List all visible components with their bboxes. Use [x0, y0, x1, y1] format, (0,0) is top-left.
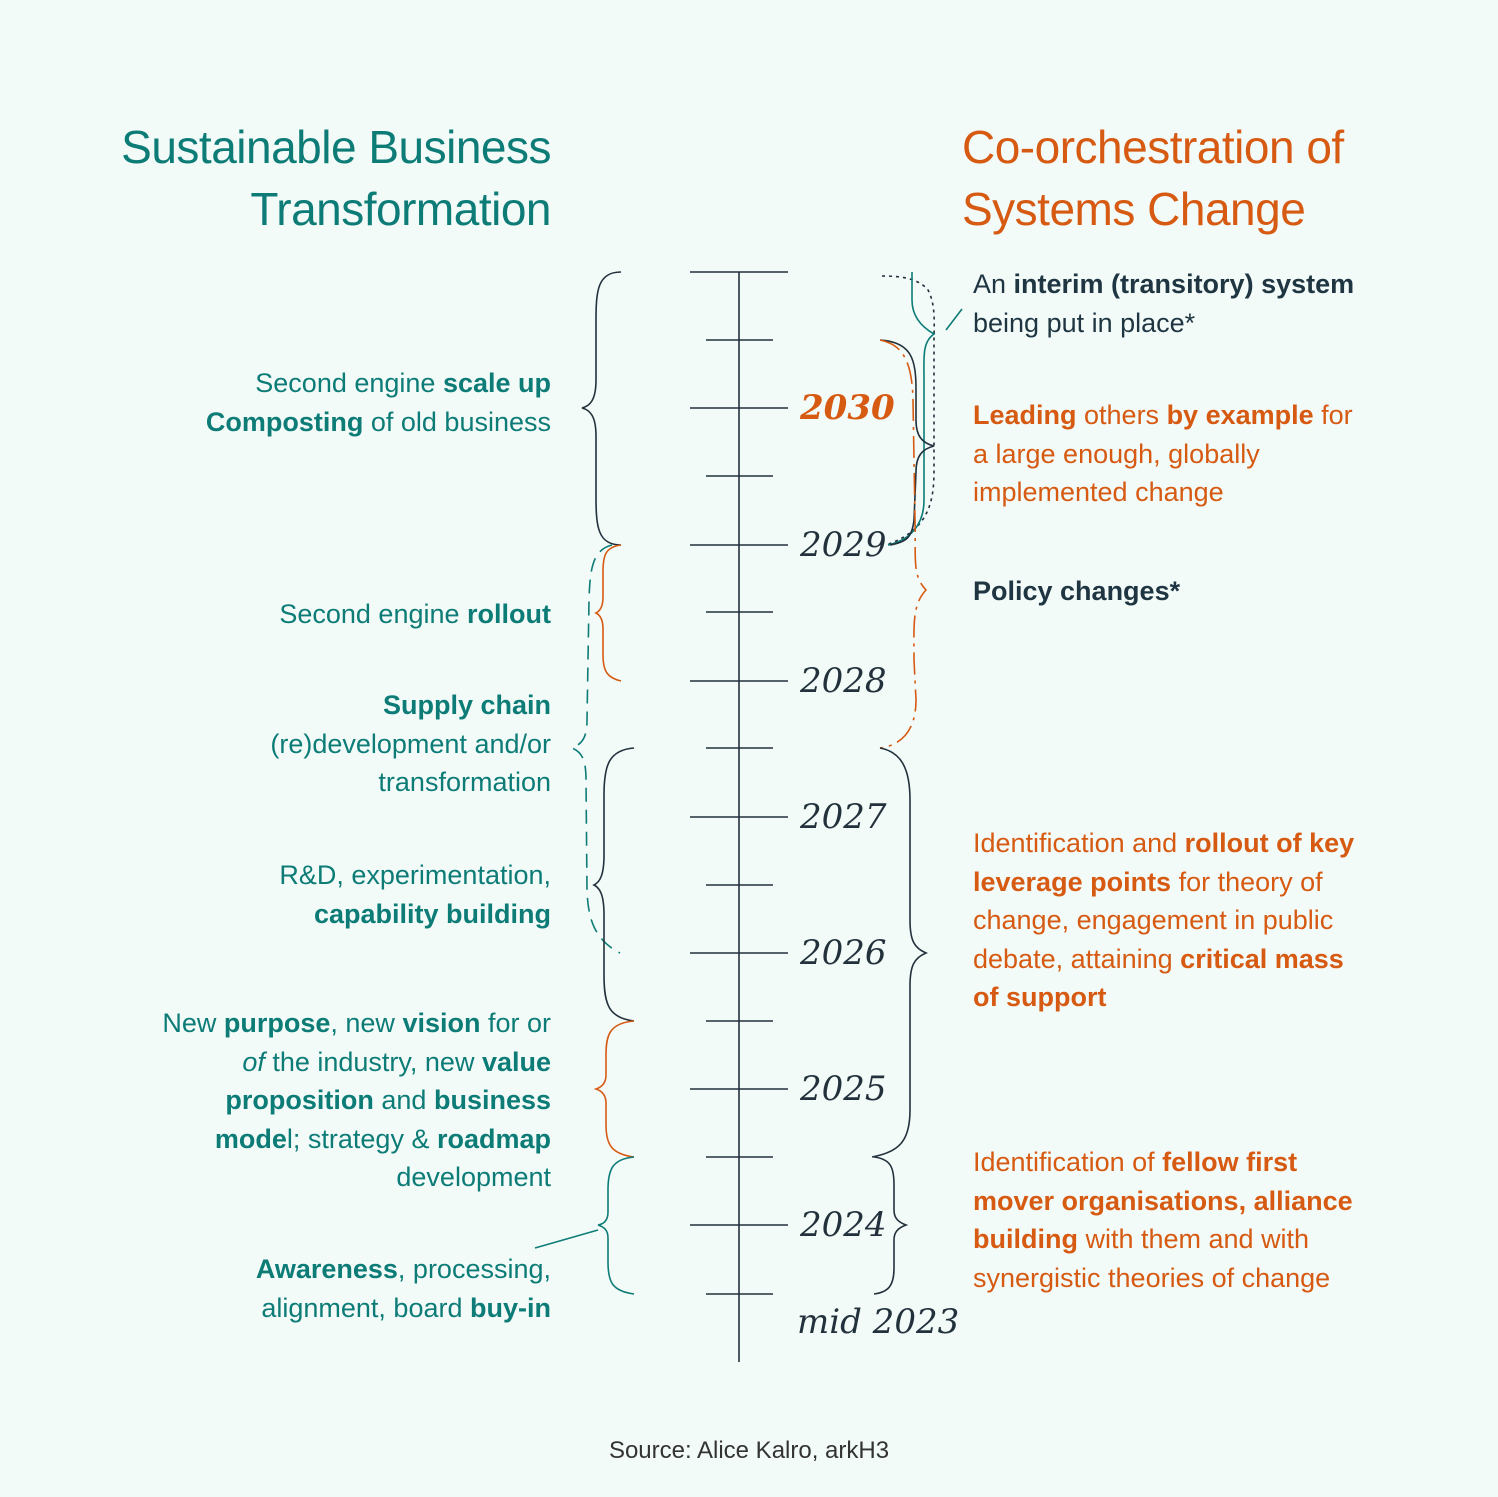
right-brace-interim-teal — [887, 272, 936, 546]
leading-line-3: implemented change — [973, 477, 1224, 507]
right-item-policy: Policy changes* — [973, 572, 1180, 611]
scale-up-line-2: Composting of old business — [205, 406, 551, 437]
first-movers-line-3: building with them and with — [973, 1224, 1310, 1254]
left-item-purpose: New purpose, new vision for or of the in… — [162, 1004, 551, 1197]
left-brace-rollout — [594, 544, 622, 682]
left-title-line-2: Transformation — [250, 183, 551, 235]
year-label-2024: 2024 — [800, 1205, 887, 1245]
left-brace-purpose — [593, 1020, 635, 1158]
purpose-line-4: model; strategy & roadmap — [214, 1123, 551, 1154]
year-label-2025: 2025 — [800, 1069, 887, 1109]
leading-line-1: Leading others by example for — [973, 400, 1353, 430]
leading-line-2: a large enough, globally — [973, 438, 1260, 469]
right-brace-policy — [879, 339, 928, 749]
first-movers-line-1: Identification of fellow first — [973, 1147, 1298, 1177]
scale-up-line-1: Second engine scale up — [255, 368, 551, 398]
source-credit: Source: Alice Kalro, arkH3 — [608, 1437, 890, 1464]
left-brace-supply-chain — [569, 544, 621, 954]
policy-line: Policy changes* — [973, 576, 1181, 606]
right-title-line-2: Systems Change — [962, 183, 1306, 235]
awareness-line-1: Awareness, processing, — [255, 1254, 551, 1284]
first-movers-line-2: mover organisations, alliance — [973, 1185, 1353, 1216]
right-item-first-movers: Identification of fellow first mover org… — [973, 1143, 1353, 1297]
left-column-title: Sustainable Business Transformation — [121, 116, 551, 240]
year-label-2026: 2026 — [800, 933, 887, 973]
left-brace-awareness — [597, 1156, 635, 1295]
right-item-leverage: Identification and rollout of key levera… — [973, 824, 1354, 1017]
interim-line-2: being put in place* — [973, 307, 1196, 338]
supply-chain-line-3: transformation — [378, 767, 551, 797]
leverage-line-5: of support — [973, 982, 1107, 1012]
purpose-line-5: development — [396, 1162, 551, 1192]
purpose-line-2: of the industry, new value — [242, 1046, 551, 1077]
purpose-line-1: New purpose, new vision for or — [162, 1008, 551, 1038]
interim-line-1: An interim (transitory) system — [973, 269, 1355, 299]
right-column-title: Co-orchestration of Systems Change — [962, 116, 1344, 240]
left-item-awareness: Awareness, processing, alignment, board … — [256, 1250, 551, 1327]
year-label-mid-2023: mid 2023 — [797, 1302, 960, 1342]
left-brace-rnd — [592, 747, 635, 1022]
year-label-2030: 2030 — [800, 388, 895, 428]
leverage-line-3: change, engagement in public — [973, 905, 1334, 935]
awareness-connector — [534, 1229, 599, 1249]
rnd-line-2: capability building — [313, 898, 551, 929]
right-title-line-1: Co-orchestration of — [962, 121, 1344, 173]
leverage-line-4: debate, attaining critical mass — [973, 943, 1344, 974]
left-brace-scale-up — [581, 271, 622, 546]
supply-chain-line-2: (re)development and/or — [270, 728, 551, 759]
purpose-line-3: proposition and business — [225, 1085, 551, 1115]
leverage-line-2: leverage points for theory of — [973, 866, 1323, 897]
awareness-line-2: alignment, board buy-in — [261, 1292, 551, 1323]
right-brace-leading — [879, 339, 935, 546]
rnd-line-1: R&D, experimentation, — [279, 860, 551, 890]
right-brace-first-movers — [873, 1156, 909, 1295]
left-item-rollout: Second engine rollout — [279, 595, 551, 634]
year-label-2029: 2029 — [800, 525, 887, 565]
rollout-line: Second engine rollout — [279, 599, 551, 629]
year-label-2028: 2028 — [800, 661, 887, 701]
left-title-line-1: Sustainable Business — [121, 121, 551, 173]
left-item-supply-chain: Supply chain (re)development and/or tran… — [270, 686, 551, 802]
year-label-2027: 2027 — [800, 797, 887, 837]
right-brace-leverage — [871, 747, 929, 1158]
right-item-leading: Leading others by example for a large en… — [973, 396, 1353, 512]
supply-chain-line-1: Supply chain — [382, 690, 551, 720]
left-item-scale-up: Second engine scale up Composting of old… — [206, 364, 551, 441]
left-item-rnd: R&D, experimentation, capability buildin… — [279, 856, 551, 933]
leverage-line-1: Identification and rollout of key — [973, 828, 1355, 858]
right-item-interim: An interim (transitory) system being put… — [973, 265, 1354, 342]
interim-connector — [945, 308, 963, 331]
first-movers-line-4: synergistic theories of change — [973, 1262, 1331, 1293]
